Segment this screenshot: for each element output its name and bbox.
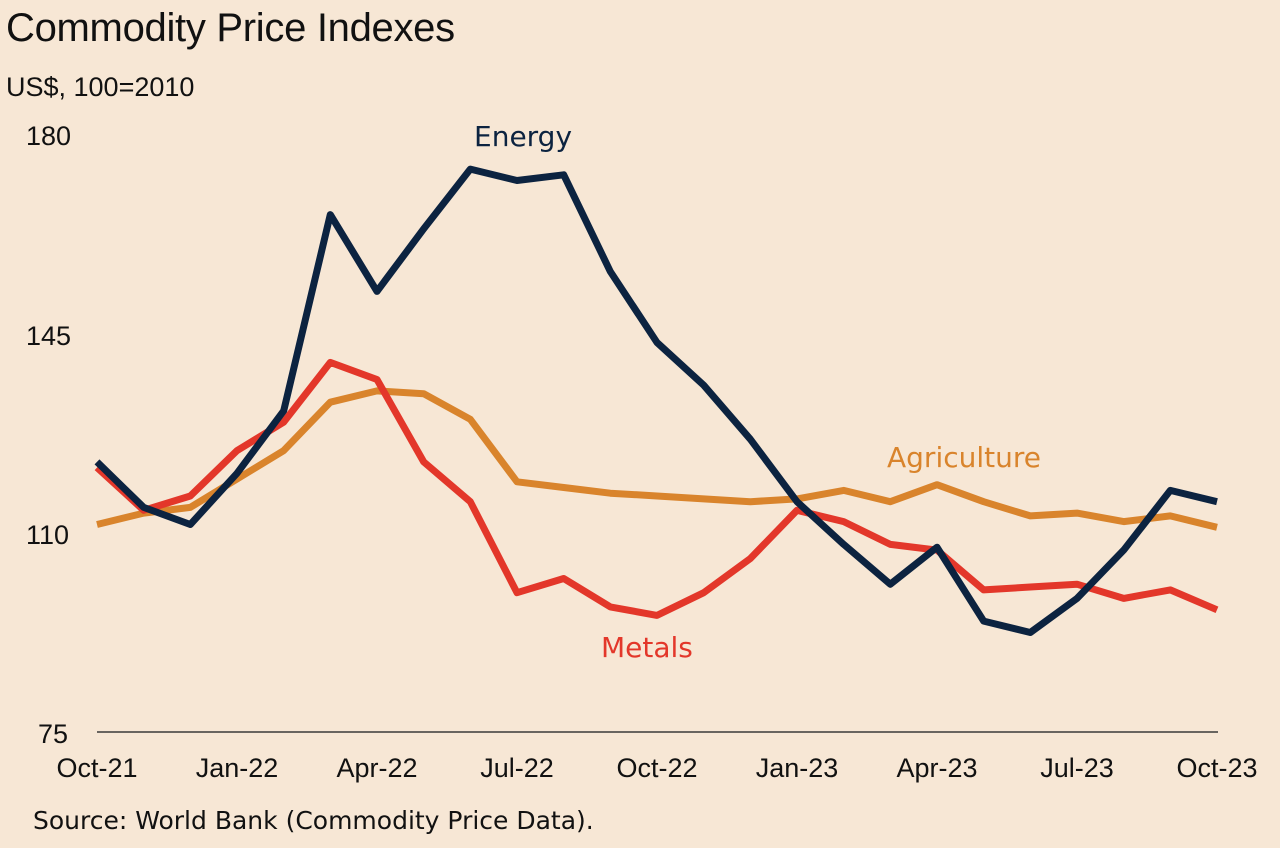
x-tick-label: Apr-22 xyxy=(336,753,417,783)
series-lines xyxy=(94,165,1219,636)
agriculture-series-line xyxy=(96,387,1218,531)
metals-series-line xyxy=(94,358,1219,619)
x-tick-label: Oct-21 xyxy=(56,753,137,783)
chart-subtitle: US$, 100=2010 xyxy=(6,72,195,102)
y-axis-ticks: 180 145 110 75 xyxy=(26,121,71,749)
energy-series-label: Energy xyxy=(474,120,572,153)
x-axis-ticks: Oct-21 Jan-22 Apr-22 Jul-22 Oct-22 Jan-2… xyxy=(56,753,1257,783)
x-tick-label: Jul-22 xyxy=(480,753,554,783)
chart-title: Commodity Price Indexes xyxy=(6,6,455,50)
y-tick-label: 110 xyxy=(26,520,69,550)
x-tick-label: Jul-23 xyxy=(1040,753,1114,783)
energy-series-line xyxy=(94,165,1218,636)
y-tick-label: 75 xyxy=(38,719,68,749)
x-tick-label: Oct-22 xyxy=(616,753,697,783)
metals-series-label: Metals xyxy=(601,631,693,664)
y-tick-label: 145 xyxy=(26,321,71,351)
x-tick-label: Jan-22 xyxy=(196,753,279,783)
source-note: Source: World Bank (Commodity Price Data… xyxy=(33,806,594,835)
x-tick-label: Oct-23 xyxy=(1176,753,1257,783)
x-tick-label: Jan-23 xyxy=(756,753,839,783)
x-tick-label: Apr-23 xyxy=(896,753,977,783)
agriculture-series-label: Agriculture xyxy=(887,441,1041,474)
y-tick-label: 180 xyxy=(26,121,71,151)
